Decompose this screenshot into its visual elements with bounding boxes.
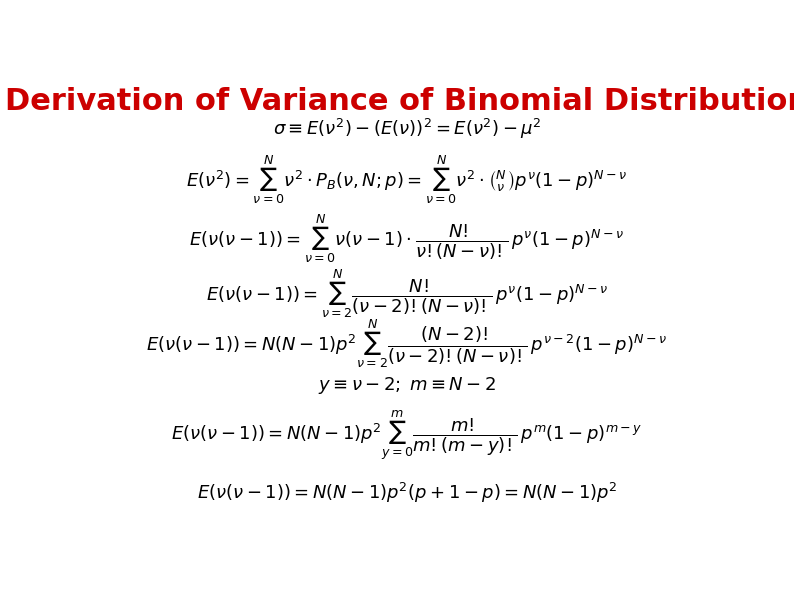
Text: $E(\nu(\nu-1)) = N(N-1)p^2(p + 1 - p) = N(N-1)p^2$: $E(\nu(\nu-1)) = N(N-1)p^2(p + 1 - p) = … <box>197 481 617 505</box>
Text: $E(\nu(\nu-1)) = \sum_{\nu=2}^{N} \dfrac{N!}{(\nu-2)!(N-\nu)!} \, p^\nu (1-p)^{N: $E(\nu(\nu-1)) = \sum_{\nu=2}^{N} \dfrac… <box>206 267 608 320</box>
Text: $E(\nu(\nu-1)) = N(N-1)p^2 \sum_{y=0}^{m} \dfrac{m!}{m!(m-y)!} \, p^m (1-p)^{m-y: $E(\nu(\nu-1)) = N(N-1)p^2 \sum_{y=0}^{m… <box>172 409 642 463</box>
Text: $\sigma \equiv E(\nu^2) - \left(E(\nu)\right)^2 = E(\nu^2) - \mu^2$: $\sigma \equiv E(\nu^2) - \left(E(\nu)\r… <box>272 117 542 141</box>
Text: $E(\nu(\nu-1)) = N(N-1)p^2 \sum_{\nu=2}^{N} \dfrac{(N-2)!}{(\nu-2)!(N-\nu)!} \, : $E(\nu(\nu-1)) = N(N-1)p^2 \sum_{\nu=2}^… <box>146 318 668 371</box>
Text: Derivation of Variance of Binomial Distribution: Derivation of Variance of Binomial Distr… <box>5 87 794 117</box>
Text: $E(\nu(\nu-1)) = \sum_{\nu=0}^{N} \nu(\nu-1) \cdot \dfrac{N!}{\nu!(N-\nu)!} \, p: $E(\nu(\nu-1)) = \sum_{\nu=0}^{N} \nu(\n… <box>189 212 625 265</box>
Text: $E(\nu^2) = \sum_{\nu=0}^{N} \nu^2 \cdot P_B(\nu, N; p) = \sum_{\nu=0}^{N} \nu^2: $E(\nu^2) = \sum_{\nu=0}^{N} \nu^2 \cdot… <box>187 152 627 205</box>
Text: $y \equiv \nu - 2;\; m \equiv N - 2$: $y \equiv \nu - 2;\; m \equiv N - 2$ <box>318 375 496 396</box>
